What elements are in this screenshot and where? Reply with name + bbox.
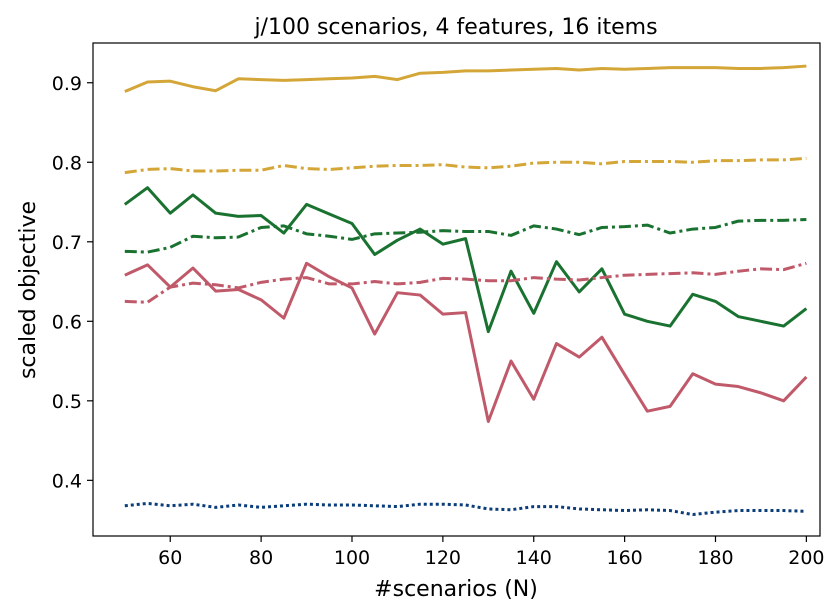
y-tick-label: 0.6 bbox=[52, 311, 82, 333]
series-line-2 bbox=[124, 156, 807, 175]
y-tick-label: 0.8 bbox=[52, 152, 82, 174]
series-layer bbox=[123, 64, 808, 517]
x-tick-label: 140 bbox=[516, 547, 552, 569]
chart-title: j/100 scenarios, 4 features, 16 items bbox=[253, 15, 657, 40]
series-line-3 bbox=[123, 186, 808, 334]
y-tick-label: 0.5 bbox=[52, 391, 82, 413]
series-line-4 bbox=[124, 218, 807, 254]
x-axis: 60 80 100 120 140 160 180 200 bbox=[158, 536, 825, 569]
x-axis-label: #scenarios (N) bbox=[374, 577, 538, 602]
y-tick-label: 0.9 bbox=[52, 73, 82, 95]
x-tick-label: 120 bbox=[425, 547, 461, 569]
y-axis: 0.4 0.5 0.6 0.7 0.8 0.9 bbox=[52, 73, 93, 492]
x-tick-label: 160 bbox=[606, 547, 642, 569]
x-tick-label: 100 bbox=[334, 547, 370, 569]
plot-frame bbox=[92, 42, 821, 537]
y-tick-label: 0.4 bbox=[52, 470, 82, 492]
x-tick-label: 80 bbox=[249, 547, 273, 569]
y-axis-label: scaled objective bbox=[16, 201, 41, 379]
series-line-6 bbox=[124, 261, 807, 304]
series-line-1 bbox=[124, 64, 807, 93]
x-tick-label: 60 bbox=[158, 547, 182, 569]
x-tick-label: 180 bbox=[697, 547, 733, 569]
series-line-7 bbox=[124, 501, 807, 517]
series-line-5 bbox=[124, 261, 808, 423]
y-tick-label: 0.7 bbox=[52, 232, 82, 254]
x-tick-label: 200 bbox=[788, 547, 824, 569]
